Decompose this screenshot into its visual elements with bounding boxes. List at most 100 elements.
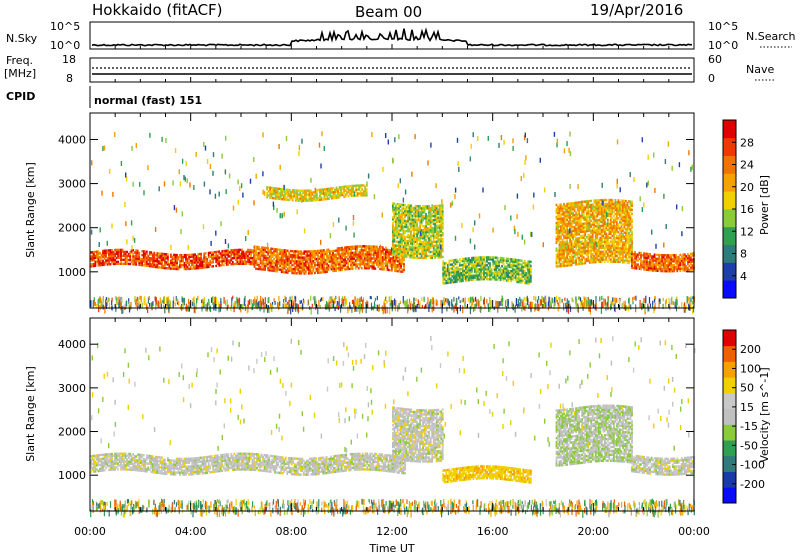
data-cell xyxy=(591,221,594,224)
data-cell xyxy=(667,262,670,265)
data-cell xyxy=(603,242,606,245)
data-cell xyxy=(523,261,526,265)
data-cell xyxy=(286,271,289,274)
data-cell xyxy=(588,215,591,219)
data-cell xyxy=(132,255,135,258)
data-cell xyxy=(381,266,384,269)
data-cell xyxy=(597,252,600,256)
data-cell xyxy=(423,248,426,252)
data-cell xyxy=(381,268,384,271)
data-cell xyxy=(422,233,424,236)
data-cell xyxy=(111,256,113,260)
data-cell xyxy=(420,244,423,248)
data-cell xyxy=(279,268,282,271)
data-cell xyxy=(309,262,312,265)
data-cell xyxy=(611,198,614,202)
data-cell xyxy=(251,262,254,266)
data-cell xyxy=(363,267,366,270)
data-cell xyxy=(570,263,573,267)
data-cell xyxy=(332,265,334,269)
data-cell xyxy=(425,250,427,254)
data-cell xyxy=(210,255,213,258)
data-cell xyxy=(628,212,630,215)
data-cell xyxy=(121,250,124,254)
data-cell xyxy=(311,270,313,273)
data-cell xyxy=(330,256,333,259)
data-cell xyxy=(558,217,561,220)
data-cell xyxy=(238,254,240,258)
data-cell xyxy=(176,257,178,261)
data-cell xyxy=(596,232,599,236)
data-cell xyxy=(386,264,389,267)
data-cell xyxy=(360,255,363,258)
data-cell xyxy=(245,254,248,258)
data-cell xyxy=(359,253,362,256)
data-cell xyxy=(268,265,271,268)
data-cell xyxy=(626,261,629,264)
data-cell xyxy=(283,255,286,258)
data-cell xyxy=(407,206,409,209)
data-cell xyxy=(411,216,414,219)
data-cell xyxy=(567,248,570,251)
data-cell xyxy=(267,257,269,260)
data-cell xyxy=(295,250,298,253)
data-cell xyxy=(396,228,399,232)
data-cell xyxy=(457,278,460,281)
data-cell xyxy=(204,264,207,267)
data-cell xyxy=(338,267,340,270)
data-cell xyxy=(631,218,633,221)
data-cell xyxy=(507,269,510,272)
data-cell xyxy=(248,256,251,260)
data-cell xyxy=(323,261,325,264)
data-cell xyxy=(682,269,685,272)
data-cell xyxy=(335,249,337,252)
data-cell xyxy=(353,261,355,264)
data-cell xyxy=(673,260,676,263)
data-cell xyxy=(609,214,612,218)
data-cell xyxy=(241,252,243,255)
data-cell xyxy=(555,211,558,215)
data-cell xyxy=(690,262,692,265)
data-cell xyxy=(616,242,618,246)
data-cell xyxy=(582,224,585,227)
data-cell xyxy=(596,248,599,252)
data-cell xyxy=(631,202,633,205)
data-cell xyxy=(688,264,691,268)
data-cell xyxy=(317,267,319,270)
data-cell xyxy=(218,262,221,265)
data-cell xyxy=(422,217,424,220)
data-cell xyxy=(673,264,676,267)
data-cell xyxy=(351,265,354,268)
data-cell xyxy=(564,250,567,253)
data-cell xyxy=(516,264,519,268)
data-cell xyxy=(320,251,322,254)
data-cell xyxy=(475,268,478,271)
data-cell xyxy=(105,255,107,258)
data-cell xyxy=(662,264,665,267)
data-cell xyxy=(356,257,359,260)
data-cell xyxy=(372,245,375,248)
data-cell xyxy=(368,253,371,256)
data-cell xyxy=(320,265,322,268)
data-cell xyxy=(241,258,243,261)
data-cell xyxy=(102,249,104,253)
data-cell xyxy=(563,207,565,210)
data-cell xyxy=(656,257,659,261)
data-cell xyxy=(266,196,268,199)
data-cell xyxy=(561,209,564,212)
data-cell xyxy=(153,261,156,264)
data-cell xyxy=(411,244,414,247)
data-cell xyxy=(662,262,665,265)
data-cell xyxy=(602,212,605,216)
data-cell xyxy=(359,263,362,266)
data-cell xyxy=(210,261,213,264)
data-cell xyxy=(423,207,426,210)
data-cell xyxy=(413,242,415,245)
data-cell xyxy=(402,253,405,256)
data-cell xyxy=(413,256,415,259)
data-cell xyxy=(493,260,496,263)
data-cell xyxy=(270,249,272,252)
data-cell xyxy=(338,249,340,252)
data-cell xyxy=(585,243,588,247)
data-cell xyxy=(522,265,525,269)
